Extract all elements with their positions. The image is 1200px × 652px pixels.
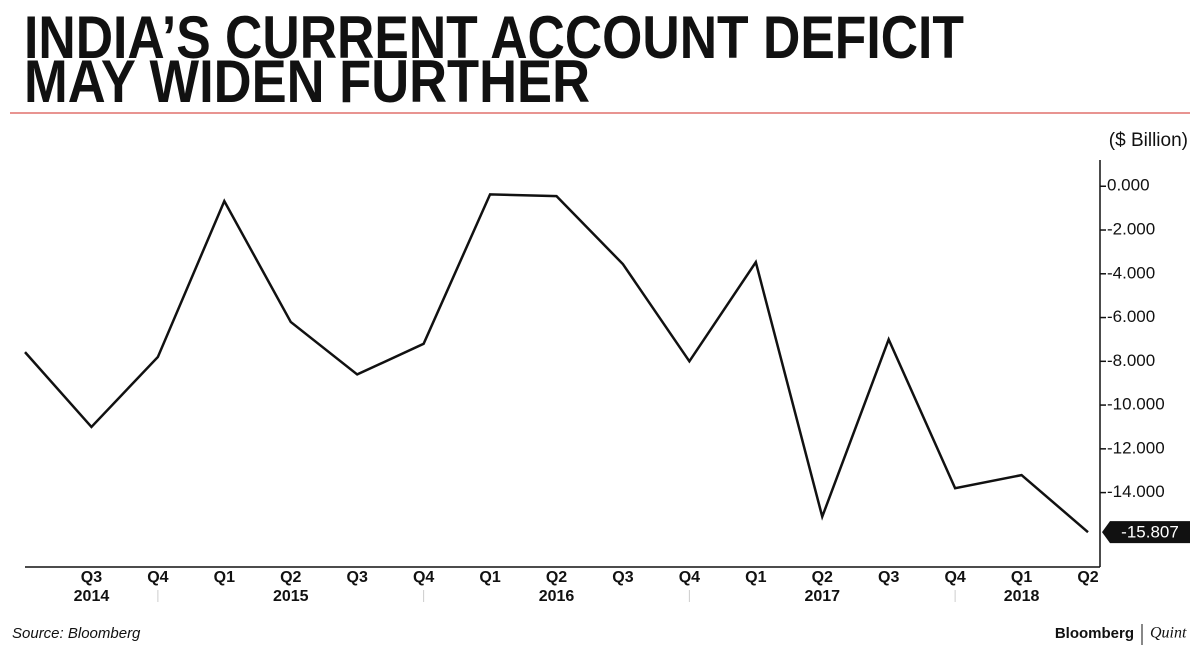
x-year-label: 2018 <box>1004 588 1040 605</box>
source: Source: Bloomberg <box>12 625 141 642</box>
x-tick-label: Q3 <box>878 569 899 586</box>
x-tick-label: Q3 <box>612 569 633 586</box>
x-tick-label: Q4 <box>147 569 168 586</box>
x-tick-label: Q2 <box>812 569 833 586</box>
value-label: -15.807 <box>1121 523 1179 542</box>
line <box>24 193 1089 534</box>
x-tick-label: Q1 <box>1011 569 1032 586</box>
x-tick-label: Q1 <box>745 569 766 586</box>
x-year-label: 2016 <box>539 588 575 605</box>
x-tick-label: Q1 <box>479 569 500 586</box>
y-tick-label: -10.000 <box>1107 395 1165 414</box>
x-tick-label: Q3 <box>347 569 368 586</box>
y-tick-label: -14.000 <box>1107 482 1165 501</box>
y-tick-label: -4.000 <box>1107 263 1155 282</box>
chart-title: INDIA’S CURRENT ACCOUNT DEFICIT <box>24 4 964 71</box>
x-tick-label: Q4 <box>944 569 965 586</box>
x-year-label: 2015 <box>273 588 309 605</box>
x-tick-label: Q1 <box>214 569 235 586</box>
logo: Bloomberg <box>1055 625 1134 642</box>
x-tick-label: Q3 <box>81 569 102 586</box>
logo: Quint <box>1150 625 1187 642</box>
x-tick-label: Q2 <box>1077 569 1098 586</box>
chart-title: MAY WIDEN FURTHER <box>24 48 590 115</box>
y-tick-label: -2.000 <box>1107 220 1155 239</box>
value-label-box <box>1102 521 1190 544</box>
x-tick-label: Q2 <box>546 569 567 586</box>
y-tick-label: -6.000 <box>1107 307 1155 326</box>
x-tick-label: Q4 <box>679 569 700 586</box>
y-tick-label: -12.000 <box>1107 438 1165 457</box>
x-tick-label: Q2 <box>280 569 301 586</box>
y-tick-label: -8.000 <box>1107 351 1155 370</box>
y-axis-label: ($ Billion) <box>1109 130 1188 151</box>
x-tick-label: Q4 <box>413 569 434 586</box>
x-year-label: 2014 <box>74 588 110 605</box>
y-tick-label: 0.000 <box>1107 176 1150 195</box>
x-year-label: 2017 <box>804 588 840 605</box>
